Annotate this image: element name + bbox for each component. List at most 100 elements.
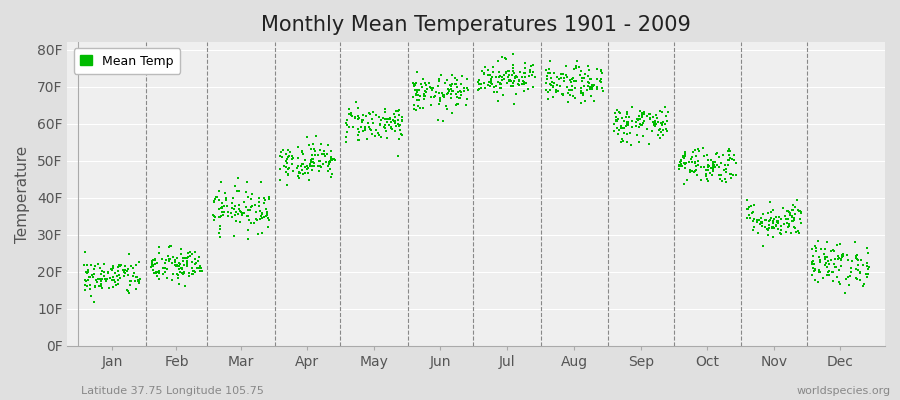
Point — [182, 270, 196, 276]
Point — [719, 169, 733, 176]
Point — [697, 164, 711, 170]
Point — [394, 117, 409, 123]
Point — [378, 106, 392, 113]
Point — [448, 75, 463, 82]
Point — [122, 251, 137, 257]
Point — [563, 87, 578, 94]
Point — [448, 91, 463, 98]
Point — [496, 92, 510, 98]
Point — [416, 104, 430, 111]
Point — [407, 102, 421, 108]
Point — [417, 90, 431, 97]
Point — [356, 112, 371, 118]
Point — [374, 122, 388, 128]
Point — [308, 148, 322, 154]
Point — [562, 87, 577, 93]
Point — [701, 157, 716, 164]
Point — [582, 86, 597, 92]
Point — [343, 111, 357, 118]
Point — [162, 244, 176, 250]
Point — [765, 220, 779, 226]
Point — [444, 95, 458, 102]
Point — [417, 93, 431, 100]
Point — [121, 272, 135, 278]
Point — [160, 266, 175, 272]
Point — [305, 156, 320, 162]
Point — [699, 173, 714, 179]
Title: Monthly Mean Temperatures 1901 - 2009: Monthly Mean Temperatures 1901 - 2009 — [261, 15, 691, 35]
Point — [120, 287, 134, 293]
Point — [814, 246, 828, 252]
Point — [499, 56, 513, 62]
Point — [583, 93, 598, 99]
Point — [694, 164, 708, 170]
Point — [506, 82, 520, 89]
Point — [658, 120, 672, 127]
Point — [510, 74, 525, 80]
Point — [302, 160, 317, 167]
Point — [380, 119, 394, 125]
Point — [723, 148, 737, 155]
Point — [512, 82, 526, 88]
Point — [380, 135, 394, 141]
Point — [145, 261, 159, 267]
Point — [727, 152, 742, 159]
Point — [94, 283, 109, 290]
Point — [80, 270, 94, 276]
Point — [556, 91, 571, 98]
Point — [793, 216, 807, 222]
Point — [305, 152, 320, 158]
Point — [103, 274, 117, 281]
Point — [688, 146, 703, 153]
Point — [781, 221, 796, 227]
Point — [747, 202, 761, 208]
Point — [573, 85, 588, 91]
Point — [243, 220, 257, 227]
Point — [316, 161, 330, 167]
Point — [275, 154, 290, 160]
Point — [795, 220, 809, 226]
Point — [245, 191, 259, 198]
Point — [167, 257, 182, 263]
Point — [619, 131, 634, 138]
Point — [773, 230, 788, 236]
Point — [808, 266, 823, 272]
Point — [773, 216, 788, 222]
Point — [822, 272, 836, 278]
Point — [302, 162, 317, 169]
Point — [590, 76, 605, 82]
Point — [312, 147, 327, 153]
Point — [323, 166, 338, 172]
Point — [184, 265, 199, 271]
Point — [410, 87, 425, 94]
Point — [294, 161, 309, 167]
Point — [320, 162, 335, 169]
Point — [461, 87, 475, 93]
Point — [233, 207, 248, 214]
Point — [685, 154, 699, 160]
Point — [573, 72, 588, 78]
Legend: Mean Temp: Mean Temp — [74, 48, 180, 74]
Point — [852, 276, 867, 283]
Point — [368, 133, 382, 139]
Point — [435, 89, 449, 96]
Point — [98, 276, 112, 282]
Point — [767, 225, 781, 231]
Point — [509, 91, 524, 97]
Point — [179, 255, 194, 261]
Point — [717, 167, 732, 173]
Point — [301, 169, 315, 176]
Point — [394, 114, 409, 120]
Point — [80, 277, 94, 284]
Point — [763, 209, 778, 215]
Point — [129, 274, 143, 280]
Point — [421, 80, 436, 86]
Point — [129, 261, 143, 268]
Point — [378, 122, 392, 128]
Point — [279, 164, 293, 170]
Point — [580, 83, 595, 89]
Point — [215, 204, 230, 210]
Point — [472, 87, 486, 94]
Point — [769, 223, 783, 229]
Point — [850, 262, 865, 268]
